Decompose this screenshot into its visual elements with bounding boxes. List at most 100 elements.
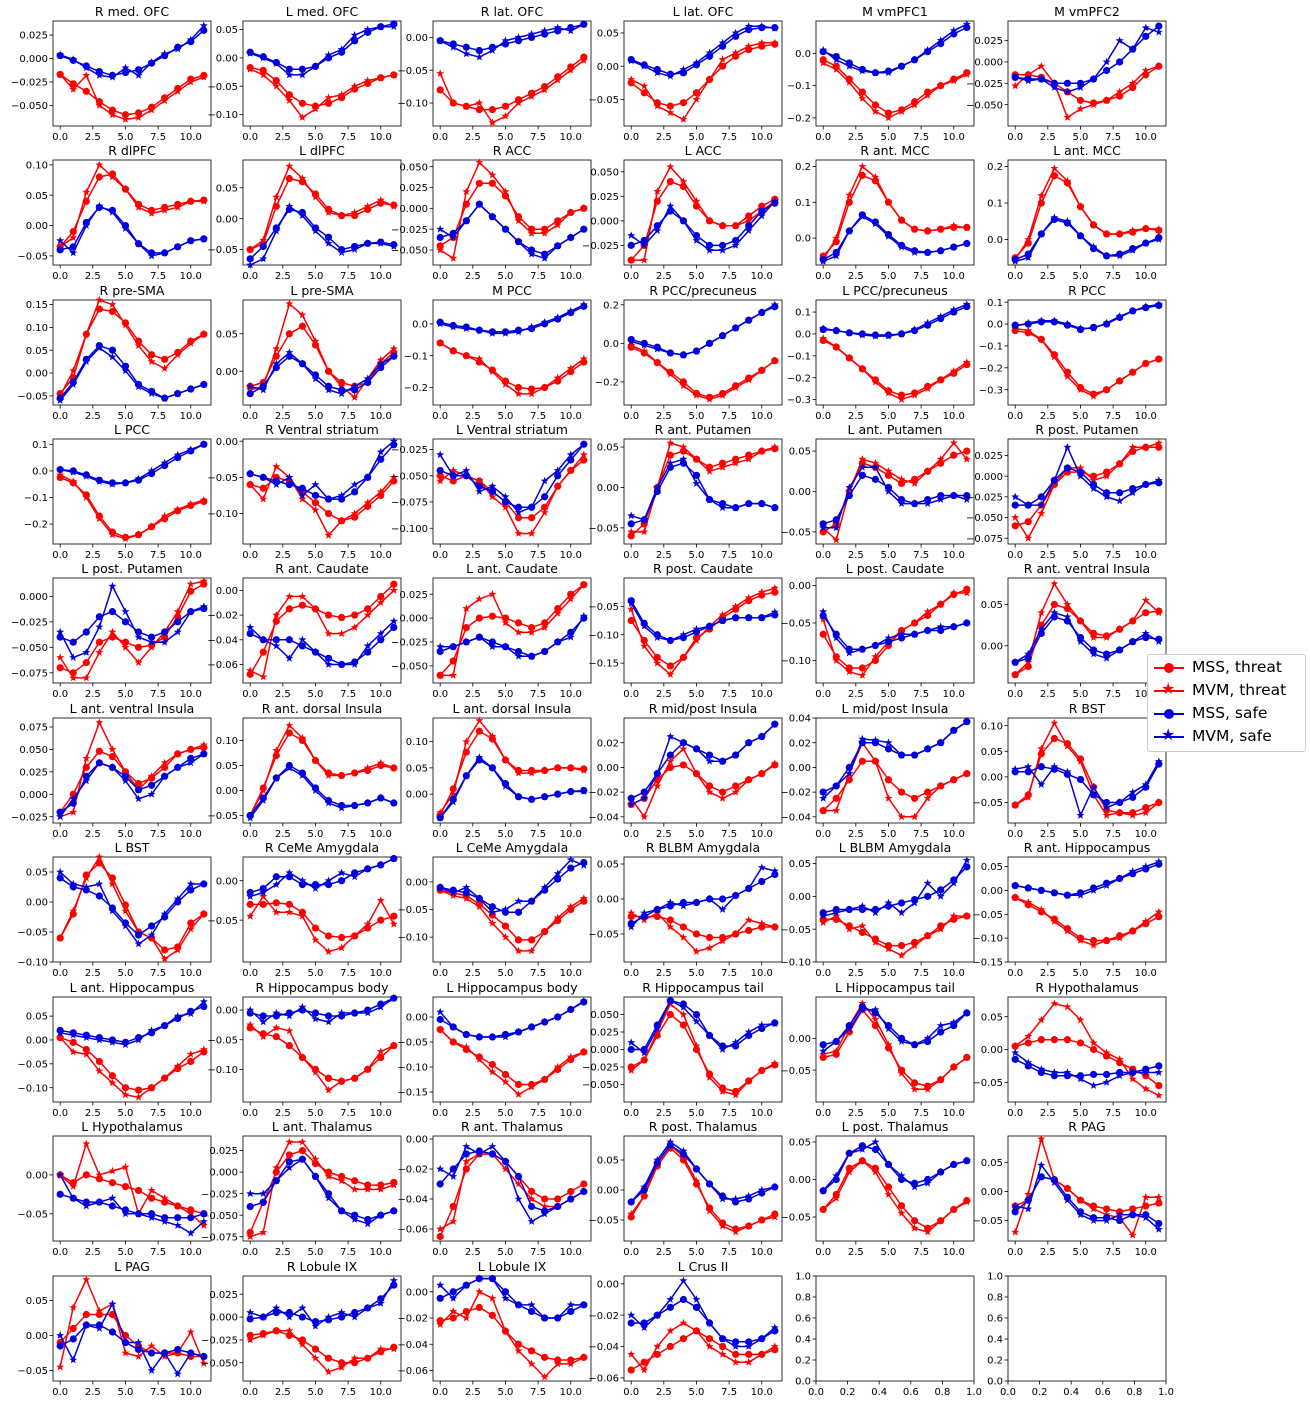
series-line: [1014, 218, 1160, 261]
subplot-title: R ant. Thalamus: [461, 1119, 563, 1134]
data-point: [1076, 79, 1085, 87]
y-tick-label: −0.025: [201, 1336, 238, 1347]
axes-frame: [432, 1135, 592, 1242]
axes-frame: [242, 717, 402, 824]
data-point: [82, 1139, 91, 1148]
data-point: [540, 1372, 549, 1381]
data-point: [1128, 616, 1137, 625]
y-tick-label: 0.0: [987, 1377, 1003, 1388]
data-point: [705, 757, 714, 765]
axes-frame: [432, 996, 592, 1103]
data-point: [1102, 1078, 1111, 1086]
data-point: [186, 1348, 195, 1357]
data-point: [186, 35, 195, 44]
data-point: [298, 113, 307, 121]
data-point: [871, 1167, 880, 1176]
data-point: [884, 1183, 893, 1191]
x-tick-label: 10.0: [180, 132, 202, 143]
x-tick-label: 0.0: [1007, 1108, 1023, 1119]
y-tick-label: −0.025: [11, 617, 48, 628]
data-point: [285, 473, 294, 481]
data-point: [757, 769, 766, 777]
data-point: [553, 869, 562, 877]
y-tick-label: −0.075: [201, 1232, 238, 1243]
data-point: [449, 233, 458, 241]
data-point: [82, 1320, 91, 1329]
data-point: [962, 1008, 971, 1017]
series-line: [249, 620, 395, 666]
x-tick-label: 7.5: [340, 1387, 356, 1398]
data-point: [351, 488, 359, 496]
subplot-title: L Crus II: [678, 1259, 729, 1274]
x-tick-label: 7.5: [913, 689, 929, 700]
x-tick-label: 2.5: [848, 689, 864, 700]
data-point: [1024, 500, 1033, 509]
data-point: [527, 1202, 536, 1211]
y-tick-label: 0.000: [399, 204, 428, 215]
data-point: [363, 1185, 372, 1193]
x-tick-label: 0.0: [242, 829, 258, 840]
data-point: [1063, 464, 1072, 472]
data-point: [1063, 372, 1072, 380]
subplot-title: L ant. ventral Insula: [70, 701, 195, 716]
series-line: [440, 584, 585, 677]
data-point: [259, 648, 267, 656]
data-point: [731, 750, 740, 759]
data-point: [653, 226, 662, 235]
data-point: [56, 627, 65, 636]
data-point: [311, 1322, 320, 1330]
data-point: [705, 1318, 714, 1327]
data-point: [871, 173, 880, 181]
data-point: [640, 255, 649, 264]
y-tick-label: 0.0: [795, 330, 811, 341]
data-point: [1076, 1074, 1085, 1083]
data-point: [56, 1362, 65, 1371]
data-point: [436, 1294, 444, 1302]
data-point: [95, 173, 103, 181]
x-tick-label: 5.0: [308, 550, 324, 561]
data-point: [910, 898, 919, 907]
series-line: [630, 344, 776, 400]
data-point: [246, 480, 255, 488]
subplot-title: R BST: [1069, 701, 1106, 716]
data-point: [705, 75, 714, 83]
data-point: [95, 1324, 104, 1332]
subplot-title: R ant. Caudate: [275, 561, 369, 576]
data-point: [692, 947, 701, 955]
data-point: [923, 1085, 932, 1093]
data-point: [82, 628, 90, 636]
data-point: [527, 1082, 536, 1091]
data-point: [337, 943, 346, 952]
x-tick-label: 7.5: [150, 411, 166, 422]
data-point: [770, 1212, 779, 1221]
data-point: [744, 455, 753, 463]
data-point: [744, 1027, 753, 1036]
x-tick-label: 5.0: [689, 132, 705, 143]
data-point: [298, 592, 307, 600]
data-point: [527, 795, 536, 803]
data-point: [910, 1040, 919, 1049]
data-point: [527, 1187, 536, 1196]
data-point: [553, 1202, 562, 1210]
data-point: [69, 1324, 77, 1333]
data-point: [1141, 808, 1150, 817]
data-point: [858, 671, 867, 679]
data-point: [259, 1331, 268, 1339]
data-point: [679, 901, 688, 910]
x-tick-label: 2.5: [85, 829, 101, 840]
data-point: [259, 236, 268, 244]
data-point: [337, 771, 346, 779]
data-point: [692, 930, 701, 938]
legend: MSS, threat ★ MVM, threat MSS, safe ★ MV…: [1147, 654, 1306, 752]
y-tick-label: 0.10: [406, 737, 428, 748]
data-point: [627, 1311, 636, 1319]
data-point: [554, 1195, 562, 1203]
y-tick-label: 0.05: [26, 346, 48, 357]
series-line: [250, 1330, 395, 1364]
data-point: [692, 1176, 701, 1185]
data-point: [845, 487, 854, 495]
data-point: [1102, 811, 1111, 819]
data-point: [1037, 1161, 1046, 1169]
data-point: [488, 170, 497, 179]
subplot: 0.00.20.40.60.81.00.0 0.2 0.4 0.6 0.8 1.0: [795, 1272, 982, 1398]
